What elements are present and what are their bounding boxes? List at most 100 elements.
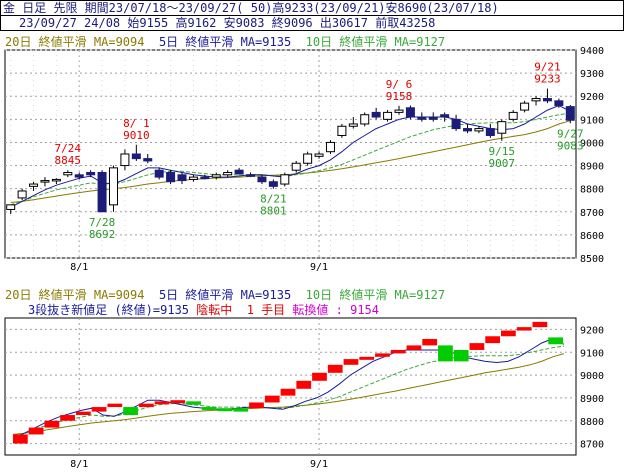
tlb-brick <box>13 434 28 444</box>
candle-y-tick: 8900 <box>580 162 604 173</box>
legend-ma20: 20日 終値平滑 MA=9094 <box>5 35 145 49</box>
high-annotation-value: 8845 <box>55 154 82 167</box>
candle <box>131 153 141 160</box>
candle-y-tick: 8500 <box>580 254 604 265</box>
candle <box>474 128 484 132</box>
tlb-brick <box>501 330 516 337</box>
candle <box>40 180 50 183</box>
candle-y-tick: 9400 <box>580 46 604 57</box>
candle <box>554 100 564 106</box>
candle <box>497 121 507 134</box>
low-annotation-date: 8/21 <box>260 193 287 206</box>
tlb-brick <box>485 336 501 344</box>
tlb-brick <box>170 400 186 404</box>
tlb-brick <box>390 349 406 354</box>
candle <box>394 109 404 113</box>
candle-y-tick: 8800 <box>580 185 604 196</box>
tlb-brick <box>249 402 264 409</box>
top-legend: 20日 終値平滑 MA=9094 5日 終値平滑 MA=9135 10日 終値平… <box>5 35 445 49</box>
candle <box>440 114 450 118</box>
candle <box>108 167 118 206</box>
candle <box>246 174 256 177</box>
low-annotation-value: 9007 <box>489 157 516 170</box>
tlb-y-tick: 8700 <box>580 440 604 451</box>
tlb-brick <box>343 359 359 365</box>
tlb-x-tick: 8/1 <box>70 459 88 470</box>
candle <box>97 171 107 213</box>
candle-y-tick: 9100 <box>580 115 604 126</box>
tlb-brick <box>217 408 233 412</box>
tlb-brick <box>469 343 485 350</box>
legend-ma10-bottom: 10日 終値平滑 MA=9127 <box>305 288 446 302</box>
tlb-brick <box>548 337 563 345</box>
tlb-brick <box>233 408 249 412</box>
candle <box>485 128 495 137</box>
candle <box>143 158 153 162</box>
high-annotation-value: 9233 <box>534 73 561 86</box>
high-annotation-value: 9158 <box>386 90 413 103</box>
candle <box>417 116 427 120</box>
tlb-brick <box>201 407 217 411</box>
tlb-brick <box>28 427 44 435</box>
candle <box>211 174 221 178</box>
candle <box>280 174 290 185</box>
high-annotation-date: 9/21 <box>534 61 561 74</box>
candle-y-tick: 9000 <box>580 138 604 149</box>
header-line-1: 金 日足 先限 期間23/07/18～23/09/27( 50)高9233(23… <box>0 0 624 16</box>
candle-plot-area <box>4 49 577 259</box>
tlb-brick <box>44 420 60 428</box>
low-annotation-date: 9/27 <box>557 127 584 140</box>
candle <box>451 118 461 130</box>
tlb-brick <box>75 411 91 416</box>
tlb-ma5-line <box>12 338 565 440</box>
legend-ma5-bottom: 5日 終値平滑 MA=9135 <box>158 288 292 302</box>
high-annotation-date: 7/24 <box>55 142 82 155</box>
candle <box>291 162 301 171</box>
candle <box>531 98 541 102</box>
tlb-brick <box>359 356 375 360</box>
legend-ma10: 10日 終値平滑 MA=9127 <box>305 35 446 49</box>
candle <box>405 107 415 118</box>
candle <box>154 169 164 178</box>
tlb-y-tick: 8900 <box>580 394 604 405</box>
header-line-2: 23/09/27 24/08 始9155 高9162 安9083 終9096 出… <box>0 15 624 31</box>
legend-ma5: 5日 終値平滑 MA=9135 <box>158 35 292 49</box>
tlb-brick <box>296 380 312 389</box>
tlb-ma20-line <box>12 353 565 435</box>
candle <box>86 171 96 176</box>
tlb-plot-area <box>4 317 577 456</box>
candle <box>542 98 552 102</box>
candle <box>188 176 198 180</box>
bottom-legend-line2: 3段抜き新値足 (終値)=9135 陰転中 1 手目 転換値 : 9154 <box>28 303 379 317</box>
tlb-y-tick: 9100 <box>580 348 604 359</box>
tlb-y-tick: 9000 <box>580 371 604 382</box>
tlb-brick <box>516 327 532 331</box>
bottom-legend: 20日 終値平滑 MA=9094 5日 終値平滑 MA=9135 10日 終値平… <box>5 288 445 302</box>
tlb-brick <box>453 349 469 362</box>
tlb-brick <box>91 407 107 412</box>
candle <box>74 174 84 178</box>
candle <box>63 171 73 176</box>
candle <box>120 153 130 167</box>
candle <box>200 176 210 180</box>
tlb-brick <box>123 407 138 416</box>
tlb-brick <box>375 353 390 357</box>
tlb-brick <box>532 321 548 328</box>
legend-ma20-bottom: 20日 終値平滑 MA=9094 <box>5 288 145 302</box>
low-annotation-value: 9083 <box>557 139 584 152</box>
candle <box>325 141 335 153</box>
candle-x-tick: 8/1 <box>70 262 88 273</box>
high-annotation-value: 9010 <box>123 129 150 142</box>
candle <box>268 181 278 187</box>
tlb-close-label: 3段抜き新値足 (終値)=9135 <box>28 303 190 317</box>
tlb-x-tick: 9/1 <box>310 459 328 470</box>
candle <box>428 116 438 120</box>
candle <box>337 125 347 137</box>
candle-y-tick: 9300 <box>580 69 604 80</box>
candle <box>508 111 518 120</box>
candle <box>166 171 176 183</box>
high-annotation-date: 9/ 6 <box>386 78 413 91</box>
low-annotation-value: 8692 <box>89 228 116 241</box>
candle <box>51 178 61 182</box>
